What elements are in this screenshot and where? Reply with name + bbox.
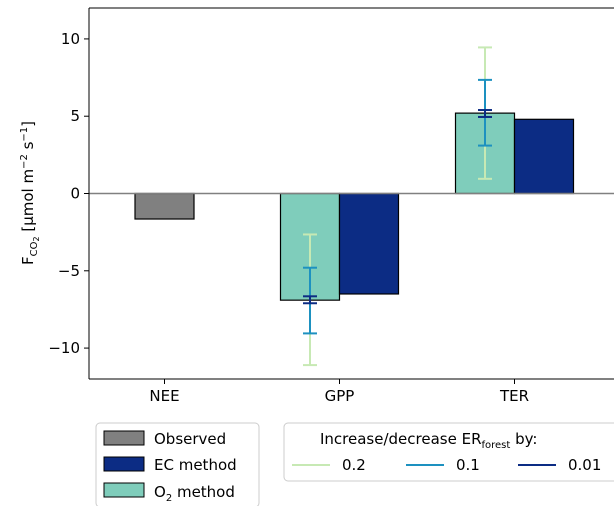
y-tick-label: 10 [61,30,80,48]
legend-error-bars: Increase/decrease ERforest by: 0.2 0.1 0… [283,422,614,482]
legend-label-observed: Observed [154,430,226,448]
legend-swatch-observed [103,430,145,446]
legend-label-0.1: 0.1 [456,456,480,474]
y-tick-label: 5 [70,107,80,125]
bar-ter-2 [513,118,575,195]
y-axis: −10 −5 0 5 10 [48,30,89,357]
bar-gpp-2 [338,192,400,295]
x-tick-label: TER [499,387,529,405]
legend-label-o2: O2 method [154,483,235,504]
y-tick-label: −5 [58,262,80,280]
y-tick-label: −10 [48,339,80,357]
x-tick-label: NEE [149,387,179,405]
legend-series: Observed EC method O2 method [95,422,260,506]
legend-swatch-ec [103,456,145,472]
legend-label-0.01: 0.01 [568,456,601,474]
bar-nee-0 [134,192,195,220]
legend-title: Increase/decrease ERforest by: [320,430,537,451]
legend-label-ec: EC method [154,456,237,474]
y-tick-label: 0 [70,185,80,203]
plot-area [88,7,614,380]
legend-label-0.2: 0.2 [342,456,366,474]
x-tick-label: GPP [325,387,355,405]
x-axis: NEE GPP TER [149,379,529,405]
y-axis-label: FCO2 [µmol m−2 s−1] [19,121,41,265]
legend-frame [283,422,614,482]
legend-swatch-o2 [103,482,145,498]
